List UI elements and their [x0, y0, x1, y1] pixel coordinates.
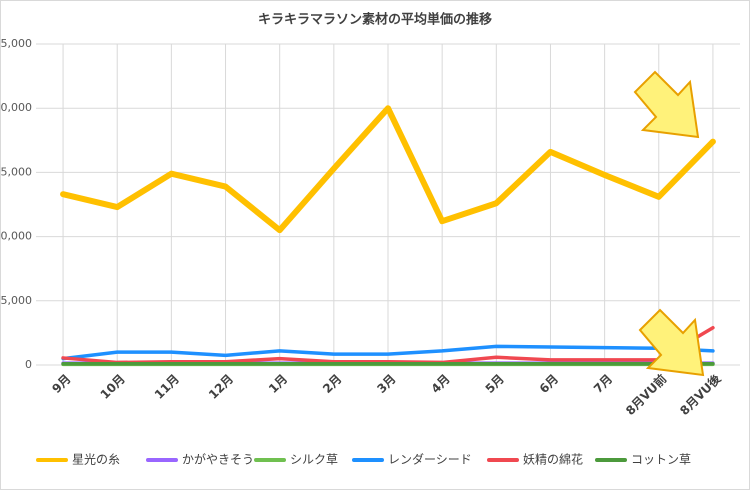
y-tick-label: 5,000	[1, 294, 33, 307]
y-tick-label: 0	[25, 358, 32, 371]
arrow	[633, 70, 700, 139]
chart-title: キラキラマラソン素材の平均単価の推移	[258, 12, 492, 28]
arrow	[638, 308, 705, 377]
legend-label: シルク草	[290, 453, 338, 467]
legend-label: コットン草	[631, 453, 691, 467]
legend-label: 妖精の綿花	[523, 452, 583, 467]
legend-label: かがやきそう	[182, 452, 254, 467]
y-tick-label: 20,000	[0, 101, 32, 114]
series-line	[60, 105, 716, 234]
series-line	[61, 344, 715, 361]
y-tick-label: 15,000	[0, 165, 32, 178]
y-tick-label: 25,000	[0, 37, 32, 50]
arrow	[633, 70, 705, 377]
legend-label: レンダーシード	[388, 452, 472, 467]
series-line	[61, 326, 715, 365]
legend-label: 星光の糸	[72, 453, 120, 467]
y-tick-label: 10,000	[0, 230, 32, 243]
